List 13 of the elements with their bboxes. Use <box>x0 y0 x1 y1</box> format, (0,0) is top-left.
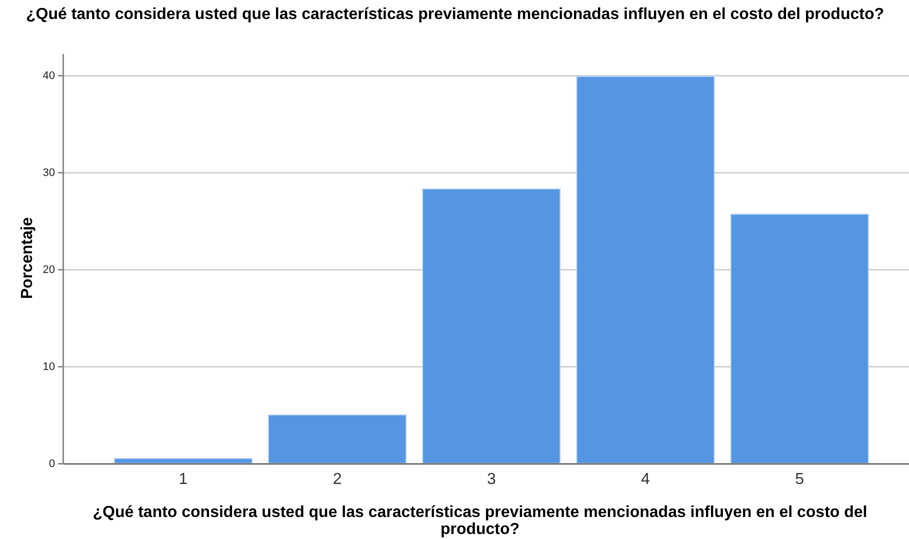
y-tick-label: 40 <box>42 70 55 82</box>
x-axis-title: ¿Qué tanto considera usted que las características previamente mencionadas influyen en el costo del producto? <box>92 504 868 538</box>
x-tick-label: 5 <box>795 470 804 488</box>
chart-title: ¿Qué tanto considera usted que las características previamente mencionadas influyen en el costo del producto? <box>24 6 885 23</box>
y-tick-label: 0 <box>48 458 55 470</box>
y-tick-label: 30 <box>42 166 55 179</box>
x-tick-label: 2 <box>332 470 342 488</box>
y-axis-title: Porcentaje <box>19 217 37 299</box>
y-tick-label: 20 <box>42 264 55 276</box>
y-tick-label: 10 <box>42 360 55 373</box>
x-tick-label: 4 <box>641 470 650 488</box>
x-tick-label: 3 <box>486 470 496 488</box>
x-tick-label: 1 <box>178 470 188 488</box>
